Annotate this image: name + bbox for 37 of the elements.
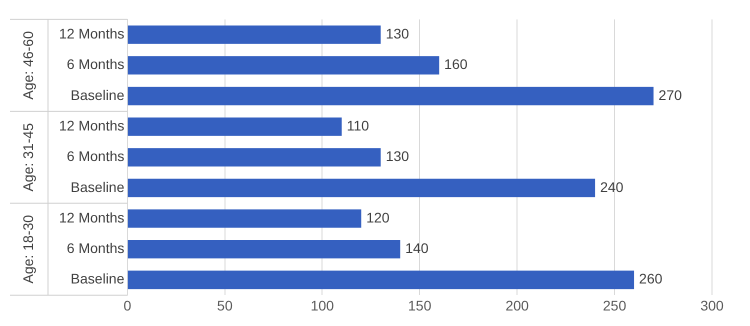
x-tick-label: 250 [602, 297, 626, 314]
data-label: 130 [386, 26, 410, 42]
text: Age: 18-30 [20, 214, 36, 284]
y-tick-label: 12 Months [58, 118, 124, 134]
y-tick-label: 6 Months [66, 148, 124, 164]
x-tick-label: 100 [310, 297, 334, 314]
x-tick-label: 50 [217, 297, 233, 314]
data-label: 160 [444, 56, 468, 72]
text: Age: 31-45 [20, 122, 36, 192]
y-tick-label: 12 Months [58, 209, 124, 226]
bar [128, 240, 400, 258]
data-label: 120 [366, 209, 390, 226]
y-tick-label: 6 Months [66, 240, 124, 256]
bar [128, 26, 381, 44]
text: Age: 46-60 [20, 30, 36, 100]
data-label: 260 [639, 270, 663, 287]
x-tick-label: 200 [505, 297, 530, 314]
bar [128, 178, 596, 198]
y-tick-label: 12 Months [58, 26, 124, 42]
x-tick-label: 0 [123, 297, 132, 314]
bar [128, 117, 342, 136]
y-tick-label: Baseline [70, 86, 125, 103]
data-label: 270 [658, 86, 682, 103]
data-label: 140 [405, 240, 429, 256]
bar [128, 86, 654, 106]
bar [128, 148, 381, 166]
y-tick-label: Baseline [70, 270, 125, 287]
data-label: 110 [346, 118, 370, 134]
x-tick-label: 300 [700, 297, 724, 314]
y-tick-label: Baseline [70, 178, 125, 195]
data-label: 130 [386, 148, 410, 164]
x-tick-label: 150 [408, 297, 432, 314]
bar [128, 56, 440, 75]
bar [128, 270, 634, 290]
y-tick-label: 6 Months [66, 56, 124, 72]
bar [128, 209, 362, 228]
data-label: 240 [600, 178, 624, 195]
